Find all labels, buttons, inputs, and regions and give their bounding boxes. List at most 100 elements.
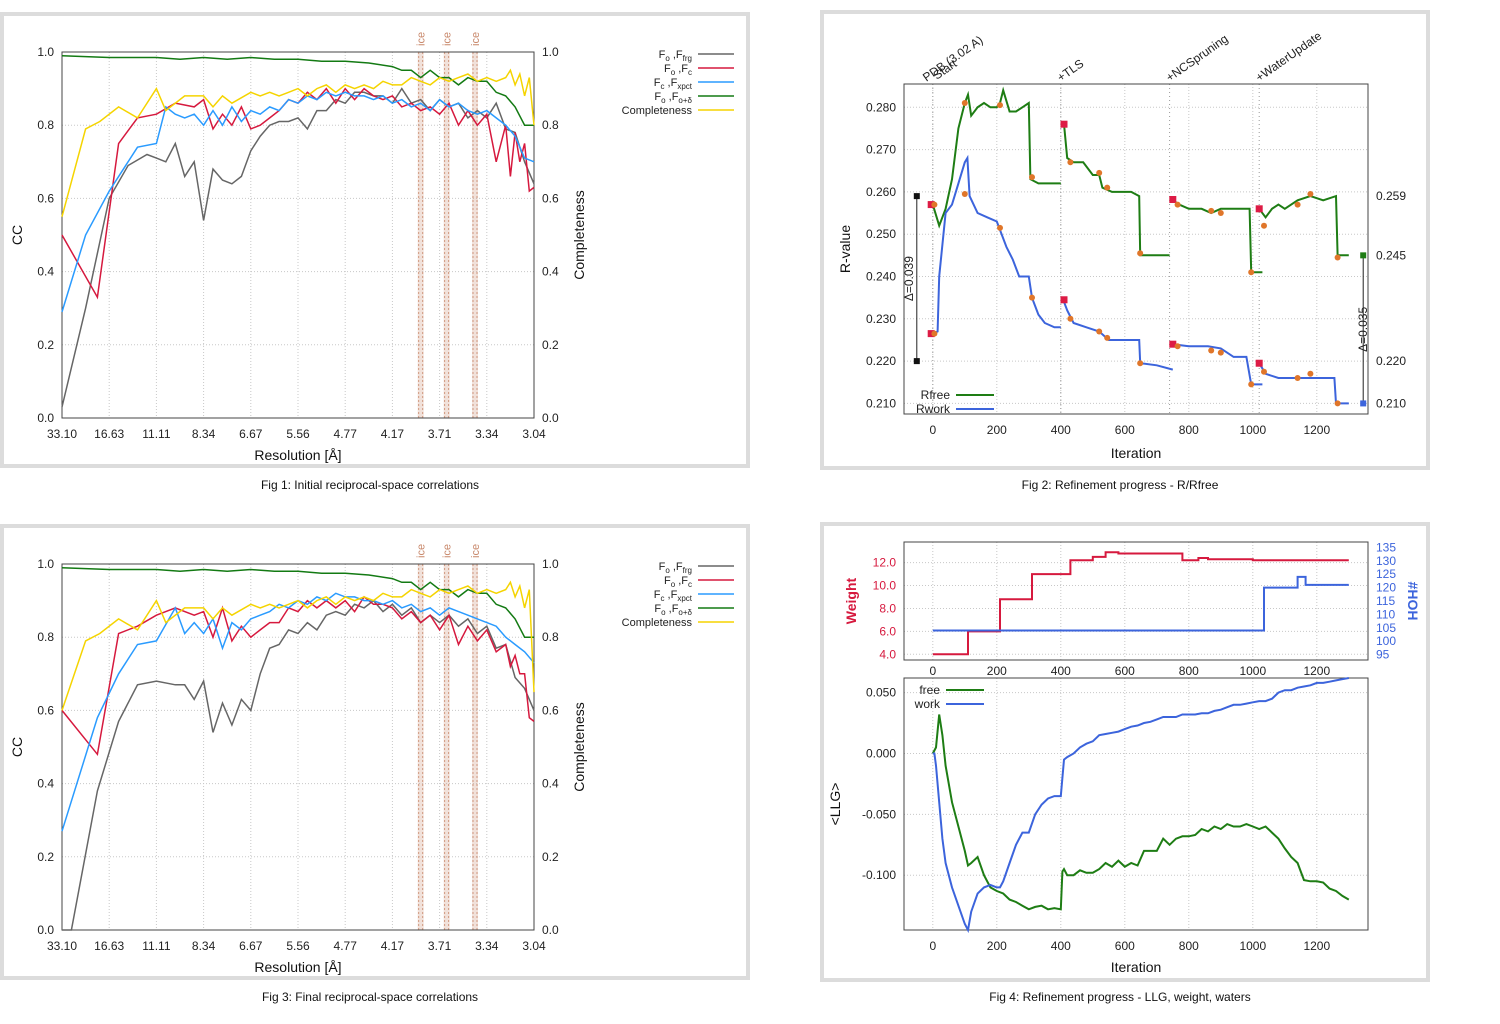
fig2-panel: 0 200 400 600 800 1000 1200 0.210 0.220 0.230 0.24… [820,10,1430,470]
y2-tick-label: 0.2 [542,850,559,864]
fig3-caption: Fig 3: Final reciprocal-space correlatio… [261,990,479,1004]
y2-axis-label: Completeness [571,702,587,792]
section-label: +NCSpruning [1163,31,1230,84]
marker-dot [1104,334,1111,341]
fig1-caption: Fig 1: Initial reciprocal-space correlat… [260,478,480,492]
legend-label: Fc ,Fxpct [654,77,693,91]
x-tick-label: 200 [987,664,1007,678]
ice-label: ice [470,544,482,558]
y-tick-label: 0.4 [37,265,54,279]
x-tick-label: 6.67 [239,427,263,441]
x-axis-label: Resolution [Å] [254,447,341,463]
legend-label: Fo ,Fo+δ [654,91,692,105]
y2-tick-label: 120 [1376,581,1396,595]
y-tick-label: 12.0 [873,556,897,570]
marker-dot [1294,201,1301,208]
y-tick-label: 4.0 [879,647,896,661]
y-tick-label: 0.6 [37,703,54,717]
marker-dot [1029,174,1035,181]
ice-band [443,564,450,930]
y-tick-label: 0.8 [37,630,54,644]
ice-band [472,52,478,418]
marker-dot [1217,349,1224,356]
y-tick-label: 0.210 [866,396,896,410]
marker-dot [1294,375,1301,382]
marker-square [913,193,920,200]
x-tick-label: 0 [929,939,936,953]
ice-label: ice [416,32,428,46]
y2-tick-label: 95 [1376,648,1390,662]
x-tick-label: 200 [987,939,1007,953]
marker-dot [1307,370,1314,377]
x-tick-label: 200 [987,423,1007,437]
y-tick-label: 0.0 [37,923,54,937]
plot-frame [903,677,1369,931]
series-line [1063,124,1170,257]
series-line [932,551,1349,656]
legend-label: Fo ,Fc [664,63,692,77]
y2-tick-label: 0.8 [542,630,559,644]
marker-square [1060,296,1068,304]
series-line [62,599,535,931]
y-tick-label: 0.000 [866,746,896,760]
marker-dot [1104,184,1111,191]
x-tick-label: 800 [1179,423,1199,437]
y2-tick-label: 0.6 [542,191,559,205]
ice-band [472,564,478,930]
y2-tick-label: 105 [1376,621,1396,635]
fig3-panel: 33.10 16.63 11.11 8.34 6.67 5.56 4.77 4.17 3.71 3… [0,524,750,980]
y-axis-label: R-value [837,225,853,273]
legend-label: Completeness [622,617,693,629]
y-tick-label: 0.2 [37,338,54,352]
marker-dot [1208,207,1215,214]
fig2-caption: Fig 2: Refinement progress - R/Rfree [1021,478,1219,492]
x-tick-label: 3.34 [475,427,499,441]
marker-square [1360,400,1367,407]
marker-dot [1174,201,1181,208]
x-tick-label: 4.17 [381,939,405,953]
y2-tick-label: 110 [1376,607,1395,621]
x-tick-label: 6.67 [239,939,263,953]
x-tick-label: 4.77 [334,939,358,953]
fig4-caption: Fig 4: Refinement progress - LLG, weight… [989,990,1251,1004]
marker-dot [1067,159,1074,166]
ice-band [443,52,450,418]
marker-square [1255,359,1263,367]
x-tick-label: 16.63 [94,939,124,953]
plot-frame [903,541,1369,661]
marker-square [1060,120,1068,128]
ice-band [417,564,424,930]
y-tick-label: -0.050 [862,807,896,821]
y-tick-label: 8.0 [879,601,896,615]
ice-label: ice [442,544,454,558]
marker-dot [1307,191,1314,197]
fig1-chart: 33.10 16.63 11.11 8.34 6.67 5.56 4.77 4.17 3.71 3… [9,32,734,463]
x-tick-label: 1000 [1239,423,1266,437]
ice-band [417,52,424,418]
fig3-chart: 33.10 16.63 11.11 8.34 6.67 5.56 4.77 4.17 3.71 3… [9,544,734,975]
marker-dot [1137,250,1144,257]
marker-dot [1217,210,1224,217]
y2-tick-label: 115 [1376,594,1395,608]
ice-label: ice [442,32,454,46]
ice-label: ice [416,544,428,558]
y-tick-label: 0.4 [37,777,54,791]
marker-dot [1067,315,1074,322]
y2-tick-label: 125 [1376,567,1396,581]
x-tick-label: 8.34 [192,427,216,441]
legend-label: free [919,683,940,697]
right-value-label: 0.220 [1376,354,1406,368]
series-line [1172,199,1263,274]
y-tick-label: 0.280 [866,100,896,114]
x-tick-label: 0 [929,423,936,437]
x-tick-label: 4.17 [381,427,405,441]
y-tick-label: 10.0 [873,579,897,593]
y2-axis-label: #HOH [1405,582,1421,621]
legend-label: Fo ,Fo+δ [654,603,692,617]
series-line [61,580,535,711]
marker-dot [1096,328,1103,335]
x-tick-label: 3.71 [428,427,452,441]
series-line [61,54,534,126]
